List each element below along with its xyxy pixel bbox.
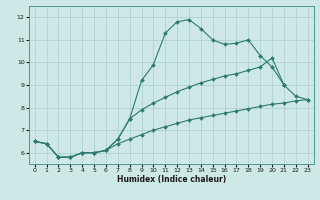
X-axis label: Humidex (Indice chaleur): Humidex (Indice chaleur) — [116, 175, 226, 184]
